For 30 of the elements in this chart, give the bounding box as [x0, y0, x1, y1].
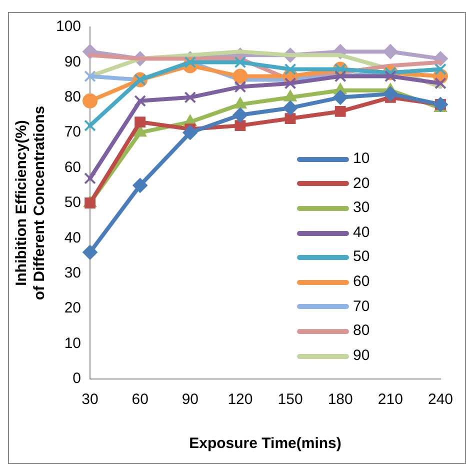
legend-label: 30 [353, 198, 370, 218]
y-tick-label: 50 [64, 194, 82, 212]
y-tick-label: 40 [64, 229, 82, 246]
y-tick-label: 90 [64, 53, 82, 70]
y-tick-label: 100 [56, 18, 82, 36]
y-tick-label: 20 [64, 300, 82, 317]
y-tick-label: 60 [64, 158, 82, 176]
x-tick-label: 30 [82, 391, 98, 408]
legend-label: 50 [353, 247, 370, 268]
y-tick-label: 80 [64, 88, 82, 106]
x-tick-label: 120 [228, 391, 253, 408]
x-tick-label: 90 [182, 391, 198, 408]
legend-label: 60 [353, 272, 370, 292]
x-tick-label: 150 [278, 391, 303, 408]
x-axis-title: Exposure Time(mins) [189, 435, 342, 452]
y-tick-label: 30 [64, 264, 82, 282]
y-axis-title: Inhibition Efficiency(%) of Different Concentrations [13, 106, 48, 300]
y-tick-label: 70 [64, 124, 82, 141]
x-tick-label: 180 [328, 391, 353, 408]
legend-label: 10 [353, 149, 370, 169]
legend-label: 90 [353, 346, 370, 366]
legend-label: 70 [353, 296, 370, 317]
y-tick-label: 0 [72, 370, 82, 388]
x-tick-label: 210 [378, 391, 403, 408]
legend-label: 80 [353, 321, 370, 342]
x-tick-label: 60 [132, 391, 148, 408]
y-tick-label: 10 [64, 334, 82, 352]
legend-label: 40 [353, 222, 370, 243]
legend-label: 20 [353, 174, 370, 194]
x-tick-label: 240 [428, 391, 453, 408]
